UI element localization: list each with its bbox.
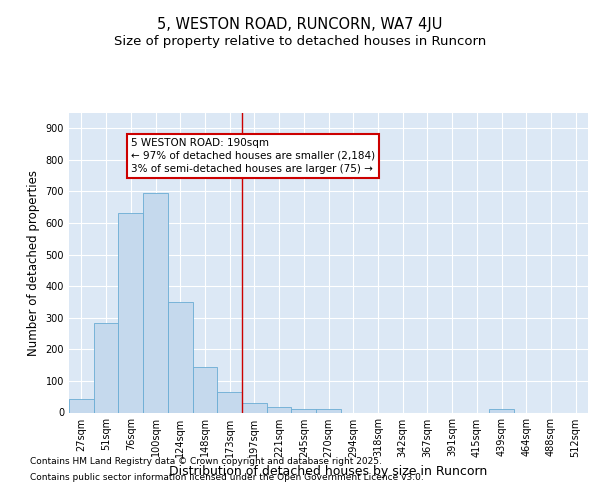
Bar (242, 403, 267, 412)
Y-axis label: Number of detached properties: Number of detached properties (27, 170, 40, 356)
Text: Contains public sector information licensed under the Open Government Licence v3: Contains public sector information licen… (30, 472, 424, 482)
Text: 5 WESTON ROAD: 190sqm
← 97% of detached houses are smaller (2,184)
3% of semi-de: 5 WESTON ROAD: 190sqm ← 97% of detached … (131, 138, 375, 174)
Bar (94, 323, 118, 412)
Bar (118, 213, 143, 412)
Bar (267, 407, 292, 412)
X-axis label: Distribution of detached houses by size in Runcorn: Distribution of detached houses by size … (169, 465, 488, 478)
Bar (168, 302, 193, 412)
Text: Size of property relative to detached houses in Runcorn: Size of property relative to detached ho… (114, 35, 486, 48)
Bar (316, 410, 341, 412)
Text: Contains HM Land Registry data © Crown copyright and database right 2025.: Contains HM Land Registry data © Crown c… (30, 458, 382, 466)
Bar (193, 366, 217, 412)
Bar (489, 410, 514, 412)
Bar (292, 408, 316, 412)
Bar (69, 399, 94, 412)
Text: 5, WESTON ROAD, RUNCORN, WA7 4JU: 5, WESTON ROAD, RUNCORN, WA7 4JU (157, 18, 443, 32)
Bar (143, 193, 168, 412)
Bar (217, 392, 242, 412)
